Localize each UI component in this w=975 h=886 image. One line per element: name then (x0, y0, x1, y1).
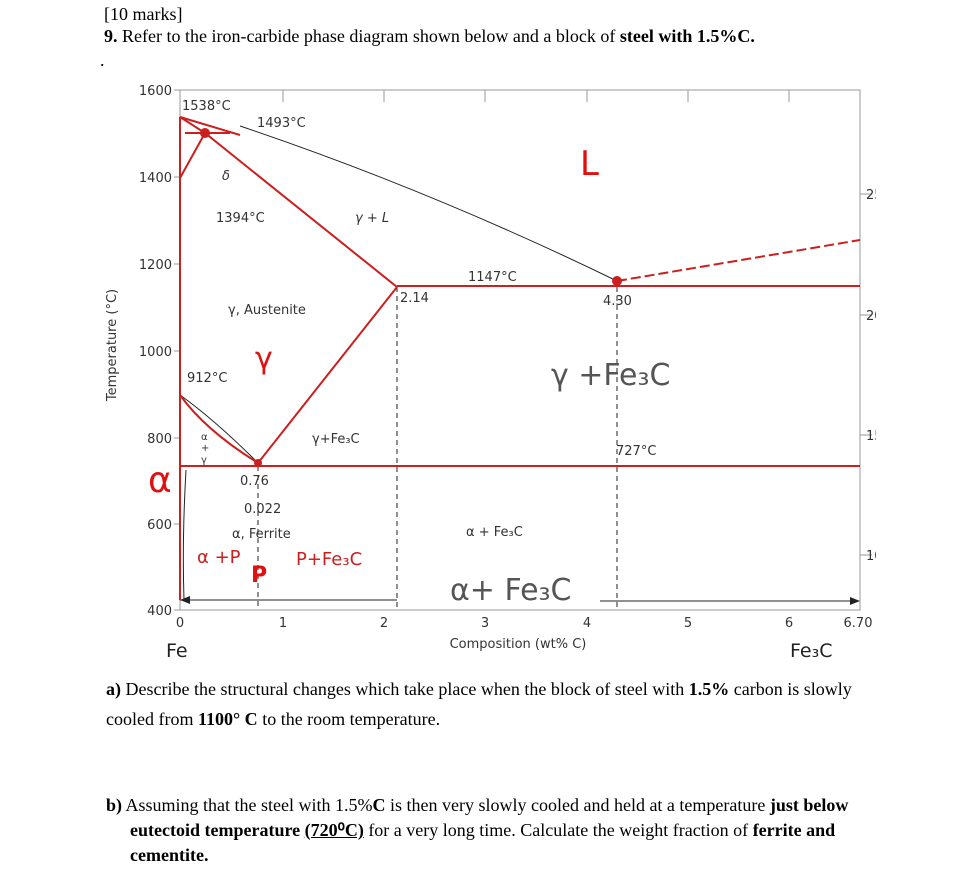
y-tick-label: 1600 (139, 84, 172, 99)
text-run: carbon is slowly cooled from (106, 679, 852, 729)
label: 912°C (187, 371, 227, 386)
x-tick-label: 1 (279, 616, 287, 631)
y-tick-label: 800 (147, 432, 172, 447)
right-tick-label: 10 (866, 549, 883, 564)
label-fe: Fe (166, 640, 188, 662)
label: P+Fe₃C (296, 549, 362, 570)
label: γ + L (355, 211, 389, 226)
y-tick-label: 600 (147, 518, 172, 533)
x-tick-label: 2 (380, 616, 388, 631)
text-run: a) (106, 679, 121, 699)
label-liquid: L (580, 144, 599, 184)
x-tick-label: 3 (481, 616, 489, 631)
question-b: b) Assuming that the steel with 1.5%C is… (106, 793, 890, 868)
label-fe3c: Fe₃C (790, 640, 832, 662)
marks: [10 marks] (104, 4, 183, 24)
label: δ (222, 169, 230, 184)
label-alpha-fe3c: α+ Fe₃C (450, 573, 572, 608)
label-gamma: γ (255, 341, 273, 376)
label: α +P (197, 547, 241, 568)
text-run: 9. (104, 26, 118, 46)
x-tick-label: 0 (176, 616, 184, 631)
label: 1493°C (257, 116, 306, 131)
label: 0.022 (244, 502, 281, 517)
x-axis-label: Composition (wt% C) (450, 637, 587, 652)
y-tick-label: 1400 (139, 171, 172, 186)
label: 1147°C (468, 270, 517, 285)
text-run: C (372, 795, 386, 815)
text-run: (720⁰C) (304, 820, 364, 840)
x-tick-label: 6 (785, 616, 793, 631)
label-alpha: α (148, 460, 172, 501)
label-gamma-fe3c: γ +Fe₃C (551, 358, 670, 393)
label: α, Ferrite (232, 527, 291, 542)
label: + (201, 443, 209, 454)
x-tick-label: 5 (684, 616, 692, 631)
text-run: just below eutectoid temperature (130, 795, 849, 840)
phase-boundaries-thin (179, 125, 860, 610)
right-tick-label: 15 (866, 429, 883, 444)
question-9: 9. Refer to the iron-carbide phase diagr… (104, 26, 755, 47)
label: 1538°C (182, 99, 231, 114)
label: α + Fe₃C (466, 525, 523, 540)
label: γ, Austenite (228, 303, 306, 318)
text-run: steel with 1.5%C. (619, 26, 755, 46)
text-run: b) (106, 795, 123, 815)
text-run: 1100° C (197, 709, 258, 729)
label: 4.30 (603, 294, 632, 309)
text-run: for a very long time. Calculate the weig… (363, 820, 753, 840)
y-tick-label: 1200 (139, 258, 172, 273)
dot: . (100, 50, 105, 70)
text-run: Describe the structural changes which ta… (121, 679, 689, 699)
label-p: P (251, 563, 267, 588)
label: α (201, 432, 208, 443)
right-tick-label: 25 (866, 188, 883, 203)
text-run: is then very slowly cooled and held at a… (385, 795, 770, 815)
right-tick-label: 20 (866, 309, 883, 324)
label: γ+Fe₃C (312, 432, 360, 447)
text-run: Assuming that the steel with 1.5% (122, 795, 373, 815)
label: 1394°C (216, 211, 265, 226)
x-tick-label: 6.70 (844, 616, 873, 631)
y-axis-label: Temperature (°C) (105, 289, 120, 402)
y-tick-label: 1000 (139, 345, 172, 360)
phase-boundaries (179, 116, 861, 600)
question-a: a) Describe the structural changes which… (106, 674, 896, 734)
label: γ (201, 455, 207, 466)
label: 2.14 (400, 291, 429, 306)
label: 727°C (616, 444, 656, 459)
x-tick-label: 4 (583, 616, 591, 631)
text-run: ferrite and cementite. (130, 820, 836, 865)
label: 0.76 (240, 474, 269, 489)
y-tick-label: 400 (147, 604, 172, 619)
text-run: to the room temperature. (257, 709, 441, 729)
text-run: 1.5% (688, 679, 730, 699)
text-run: Refer to the iron-carbide phase diagram … (117, 26, 620, 46)
